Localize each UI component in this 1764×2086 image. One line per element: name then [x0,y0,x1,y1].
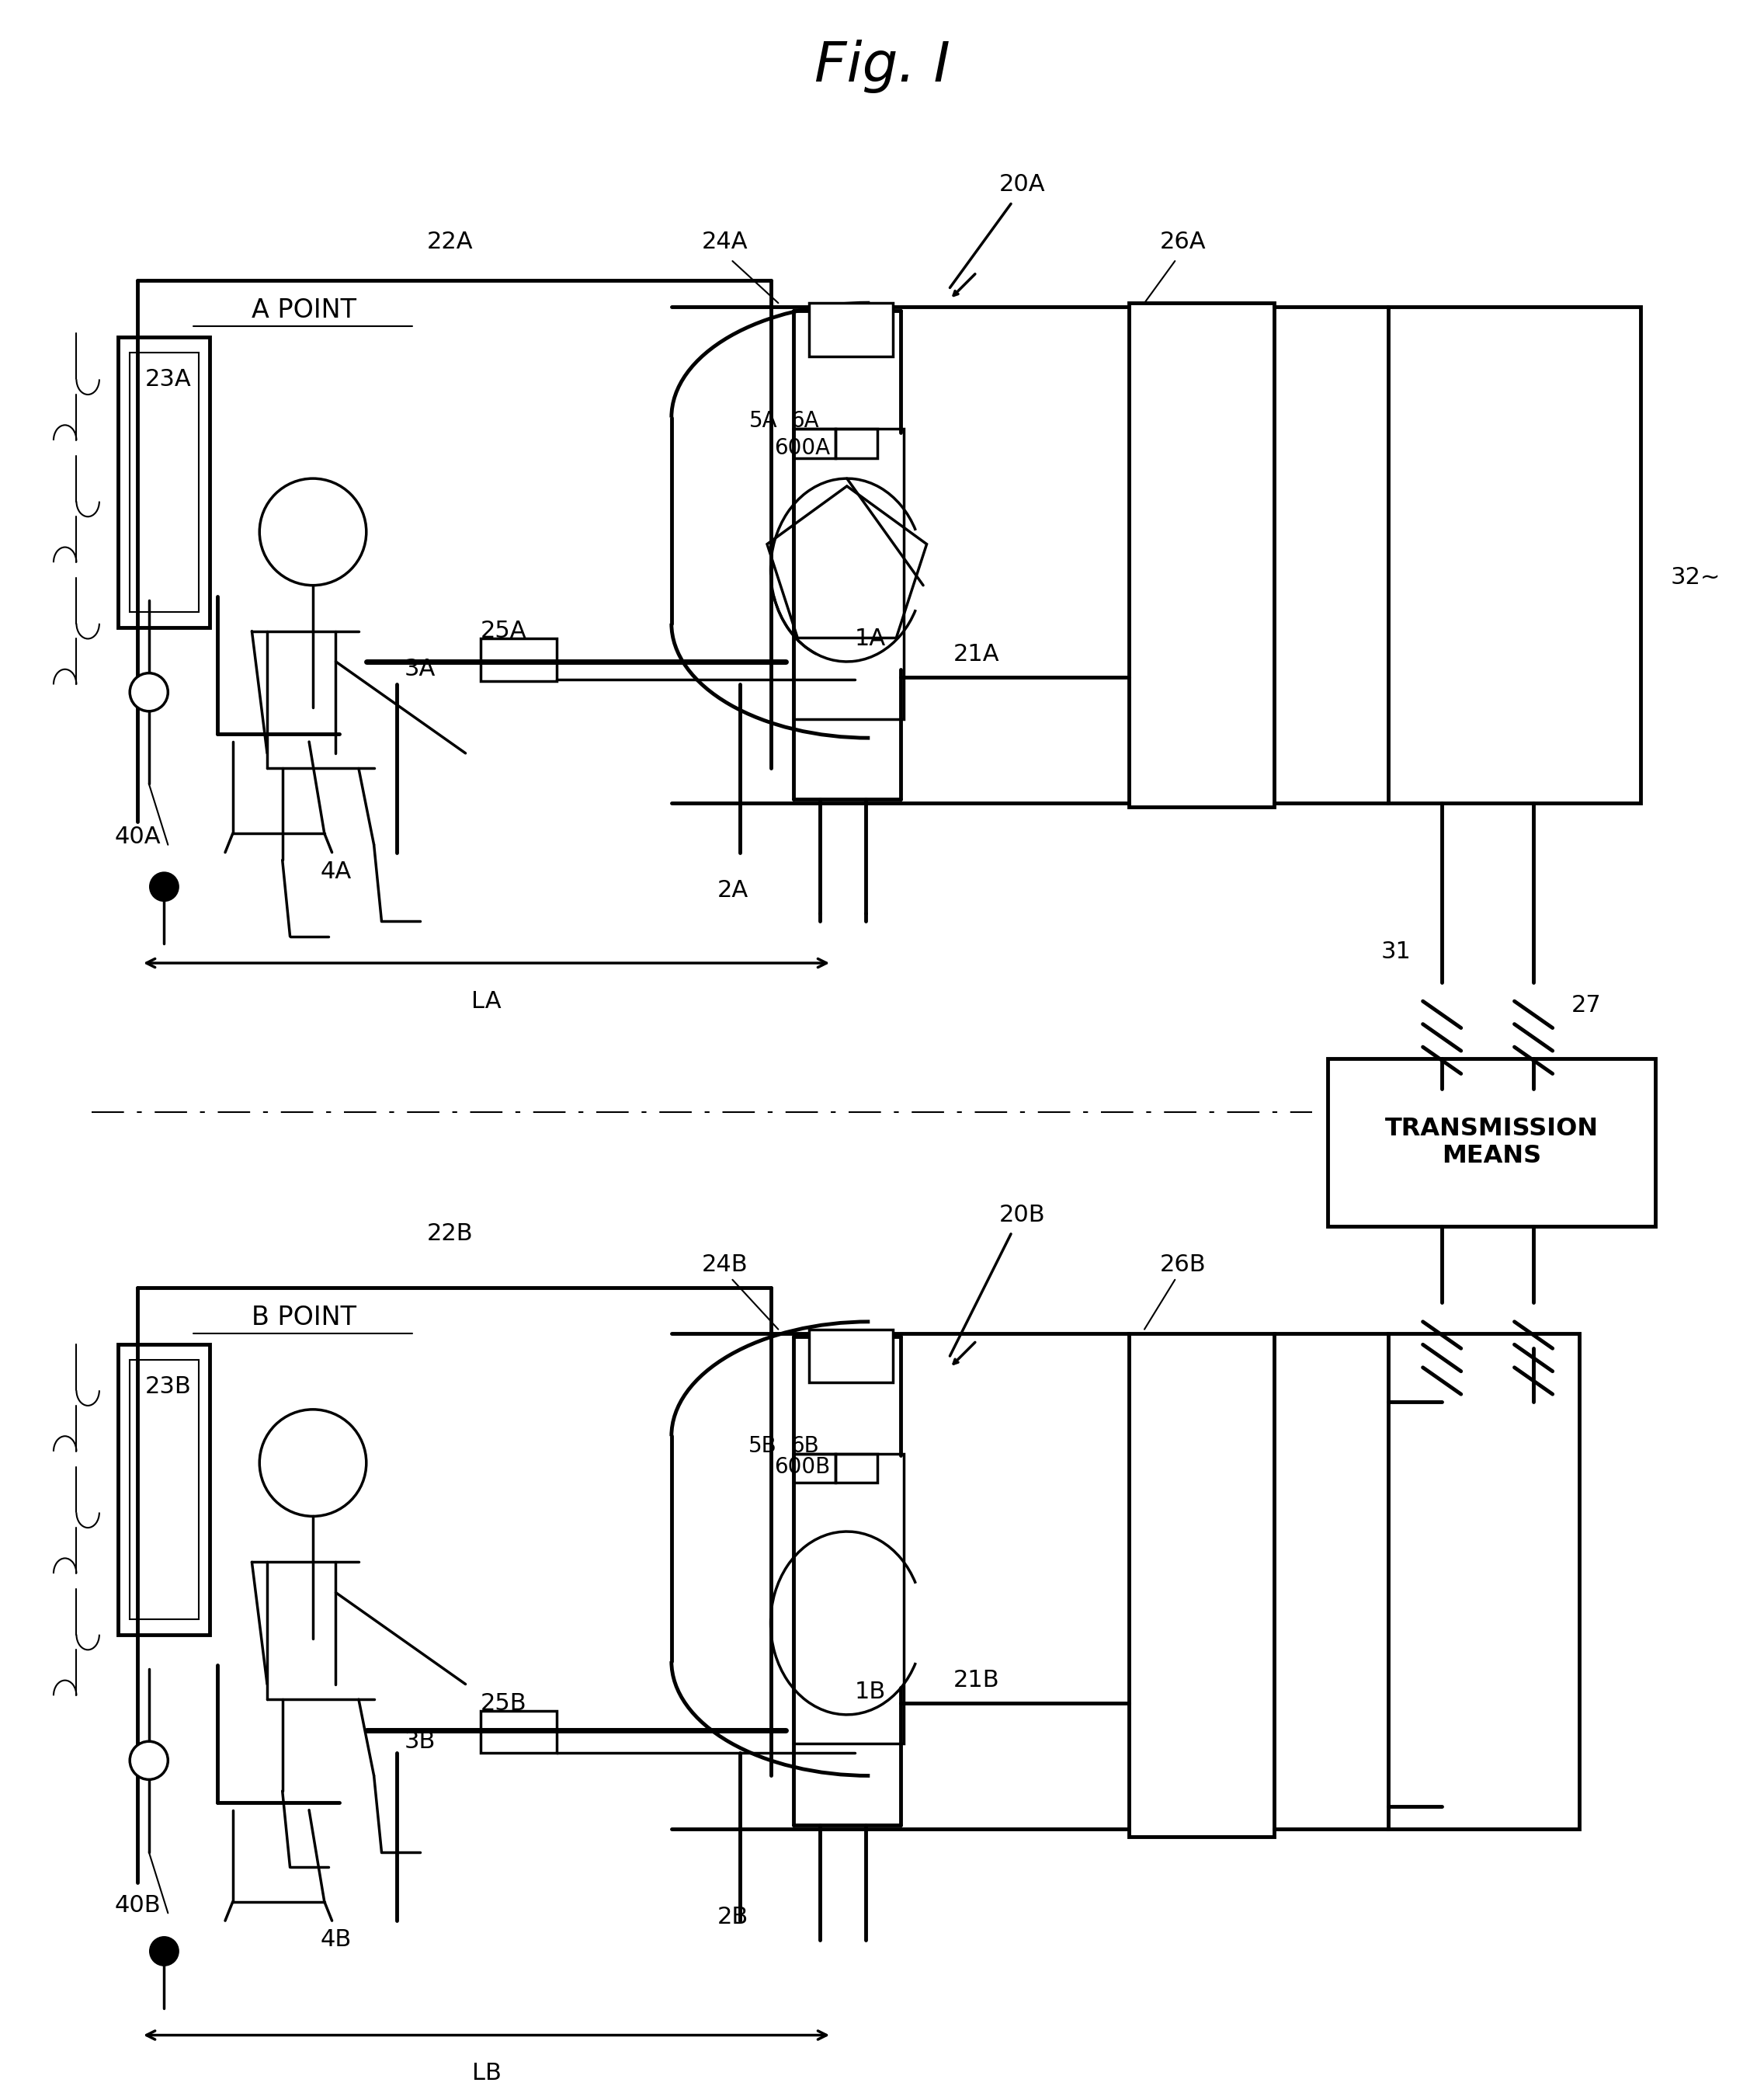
Text: 40A: 40A [115,826,161,849]
Bar [118,338,210,628]
Bar [1388,1333,1579,1829]
Text: 1B: 1B [854,1681,886,1702]
Bar [131,1360,199,1619]
Circle shape [131,674,168,711]
Bar [131,353,199,611]
Bar [482,638,557,680]
Circle shape [259,478,367,586]
Text: 4A: 4A [321,859,351,882]
Text: 31: 31 [1381,941,1411,964]
Text: 600A: 600A [774,438,831,459]
Text: 5A: 5A [748,411,778,432]
Text: 600B: 600B [774,1456,831,1477]
Text: 24A: 24A [702,232,748,252]
Text: TRANSMISSION
MEANS: TRANSMISSION MEANS [1385,1116,1598,1168]
Text: 25B: 25B [480,1692,527,1715]
Text: 21A: 21A [954,642,1000,665]
Text: 26A: 26A [1159,232,1207,252]
Bar [794,430,836,459]
Text: 6A: 6A [790,411,818,432]
Text: 22A: 22A [427,232,473,252]
Bar [794,1454,836,1483]
Bar [1388,307,1641,803]
Text: LB: LB [471,2063,501,2084]
Text: 2B: 2B [716,1907,748,1927]
Bar [794,1454,905,1744]
Bar [794,430,905,720]
Text: A POINT: A POINT [252,298,356,323]
Circle shape [150,1938,178,1965]
Text: 23A: 23A [145,367,192,390]
Bar [482,1711,557,1752]
Text: 21B: 21B [954,1669,1000,1692]
Text: 40B: 40B [115,1894,161,1917]
Text: B POINT: B POINT [252,1306,356,1331]
Text: 24B: 24B [702,1254,748,1277]
Text: 32~: 32~ [1671,567,1720,588]
Text: Fig. I: Fig. I [815,40,949,94]
Bar [1328,1058,1656,1227]
Circle shape [131,1742,168,1779]
Text: 20B: 20B [998,1204,1046,1227]
Bar [836,1454,877,1483]
Bar [1129,302,1274,807]
Circle shape [259,1410,367,1517]
Text: 2A: 2A [716,880,748,901]
Text: 23B: 23B [145,1375,192,1398]
Text: 27: 27 [1572,993,1602,1016]
Text: 22B: 22B [427,1222,473,1245]
Bar [808,302,893,357]
Text: 3A: 3A [404,657,436,680]
Text: 3B: 3B [404,1729,436,1752]
Bar [1129,1333,1274,1838]
Bar [118,1345,210,1635]
Text: 26B: 26B [1159,1254,1207,1277]
Text: 20A: 20A [998,173,1046,196]
Bar [836,430,877,459]
Bar [808,1329,893,1383]
Text: LA: LA [471,991,501,1012]
Text: 1A: 1A [854,628,886,651]
Text: 6B: 6B [790,1435,818,1456]
Text: 4B: 4B [321,1930,351,1950]
Text: 25A: 25A [480,620,527,642]
Text: 5B: 5B [748,1435,778,1456]
Circle shape [150,874,178,901]
